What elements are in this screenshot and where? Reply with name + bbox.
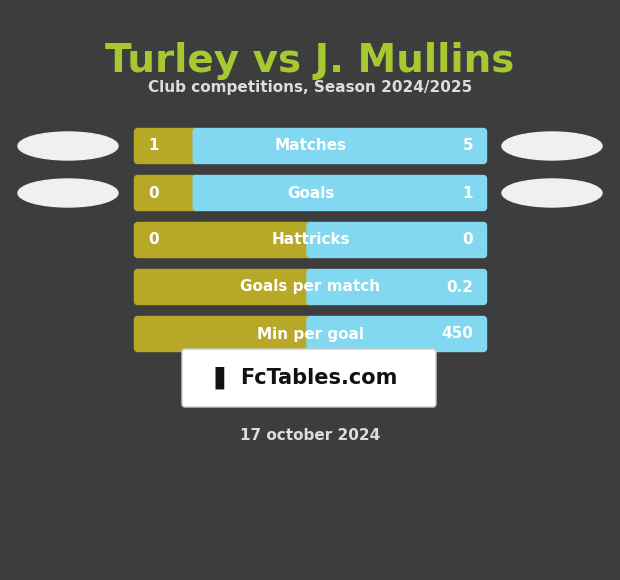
Ellipse shape <box>18 132 118 160</box>
FancyBboxPatch shape <box>134 128 201 164</box>
Text: Hattricks: Hattricks <box>271 233 350 248</box>
Text: 5: 5 <box>463 139 473 154</box>
FancyBboxPatch shape <box>192 175 487 211</box>
FancyBboxPatch shape <box>134 222 315 258</box>
Text: Min per goal: Min per goal <box>257 327 364 342</box>
Bar <box>305 273 316 301</box>
Text: Turley vs J. Mullins: Turley vs J. Mullins <box>105 42 515 80</box>
Text: 450: 450 <box>441 327 473 342</box>
Text: FcTables.com: FcTables.com <box>241 368 397 388</box>
FancyBboxPatch shape <box>192 128 487 164</box>
Text: 0.2: 0.2 <box>446 280 473 295</box>
Bar <box>305 320 316 348</box>
Text: ▐: ▐ <box>206 367 224 389</box>
Text: 0: 0 <box>463 233 473 248</box>
Ellipse shape <box>18 179 118 207</box>
Text: Matches: Matches <box>275 139 347 154</box>
Ellipse shape <box>502 132 602 160</box>
Bar <box>305 226 316 254</box>
Text: Goals: Goals <box>287 186 334 201</box>
Text: 1: 1 <box>148 139 159 154</box>
FancyBboxPatch shape <box>306 222 487 258</box>
Ellipse shape <box>502 179 602 207</box>
FancyBboxPatch shape <box>306 269 487 305</box>
Text: Club competitions, Season 2024/2025: Club competitions, Season 2024/2025 <box>148 80 472 95</box>
Text: Goals per match: Goals per match <box>241 280 381 295</box>
Text: 17 october 2024: 17 october 2024 <box>240 428 380 443</box>
FancyBboxPatch shape <box>134 316 315 352</box>
Text: 0: 0 <box>148 233 159 248</box>
Text: 1: 1 <box>463 186 473 201</box>
FancyBboxPatch shape <box>306 316 487 352</box>
FancyBboxPatch shape <box>182 349 436 407</box>
FancyBboxPatch shape <box>134 269 315 305</box>
FancyBboxPatch shape <box>134 175 201 211</box>
Text: 0: 0 <box>148 186 159 201</box>
Bar <box>192 132 202 160</box>
Bar <box>192 179 202 207</box>
